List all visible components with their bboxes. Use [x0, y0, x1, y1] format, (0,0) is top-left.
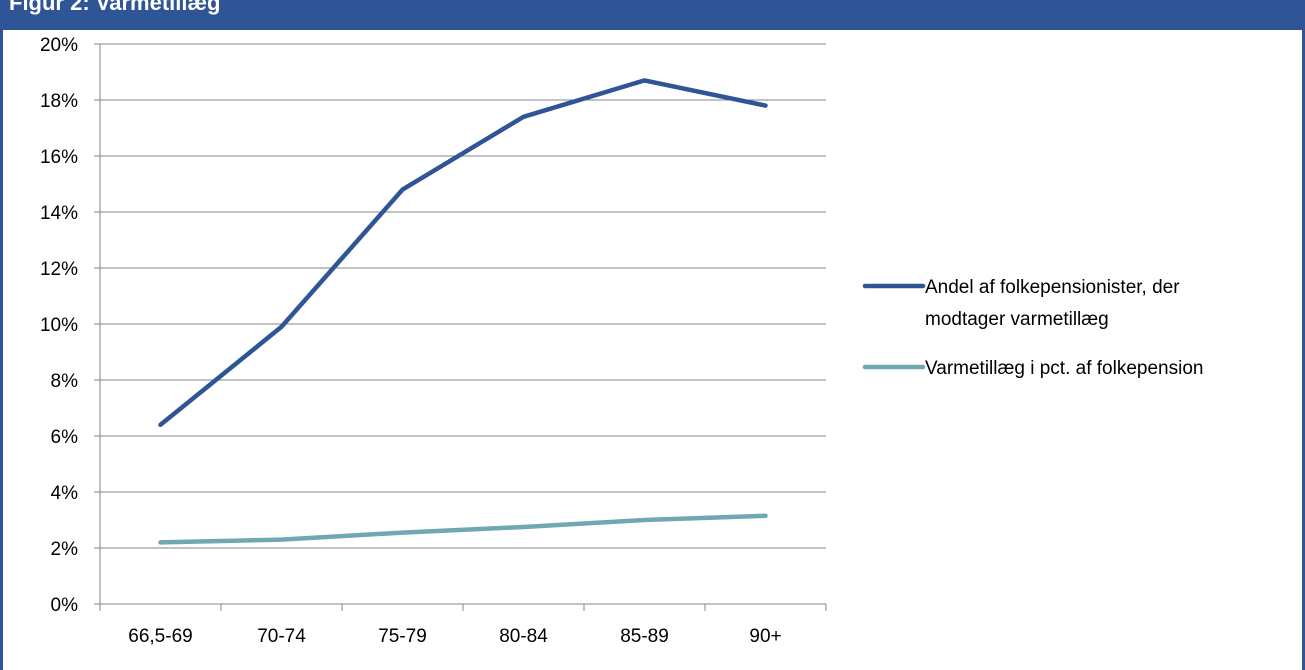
figure-title-bar: Figur 2: Varmetillæg	[3, 0, 1302, 30]
y-tick-label: 14%	[40, 203, 78, 224]
x-tick-label: 80-84	[499, 626, 548, 647]
x-tick-label: 66,5-69	[128, 626, 192, 647]
y-tick-label: 6%	[51, 427, 79, 448]
legend-label-1: Andel af folkepensionister, der modtager …	[925, 277, 1180, 330]
line-chart: 0% 2% 4% 6% 8% 10% 12% 14% 16% 18% 20% 66,5-69 70-74…	[40, 35, 1203, 647]
y-tick-label: 10%	[40, 315, 78, 336]
x-tick-label: 90+	[749, 626, 781, 647]
y-tick-label: 8%	[51, 371, 79, 392]
y-tick-label: 0%	[51, 595, 79, 616]
x-tick-label: 75-79	[378, 626, 427, 647]
y-tick-label: 16%	[40, 147, 78, 168]
legend-label-2: Varmetillæg i pct. af folkepension	[925, 358, 1203, 379]
series-line-1	[158, 78, 768, 428]
y-tick-label: 2%	[51, 539, 79, 560]
y-tick-label: 20%	[40, 35, 78, 56]
x-tick-label: 85-89	[620, 626, 669, 647]
x-tick-label: 70-74	[257, 626, 306, 647]
y-tick-label: 4%	[51, 483, 79, 504]
series-line-2	[158, 513, 768, 545]
y-tick-label: 18%	[40, 91, 78, 112]
y-tick-label: 12%	[40, 259, 78, 280]
figure-title: Figur 2: Varmetillæg	[9, 0, 221, 15]
